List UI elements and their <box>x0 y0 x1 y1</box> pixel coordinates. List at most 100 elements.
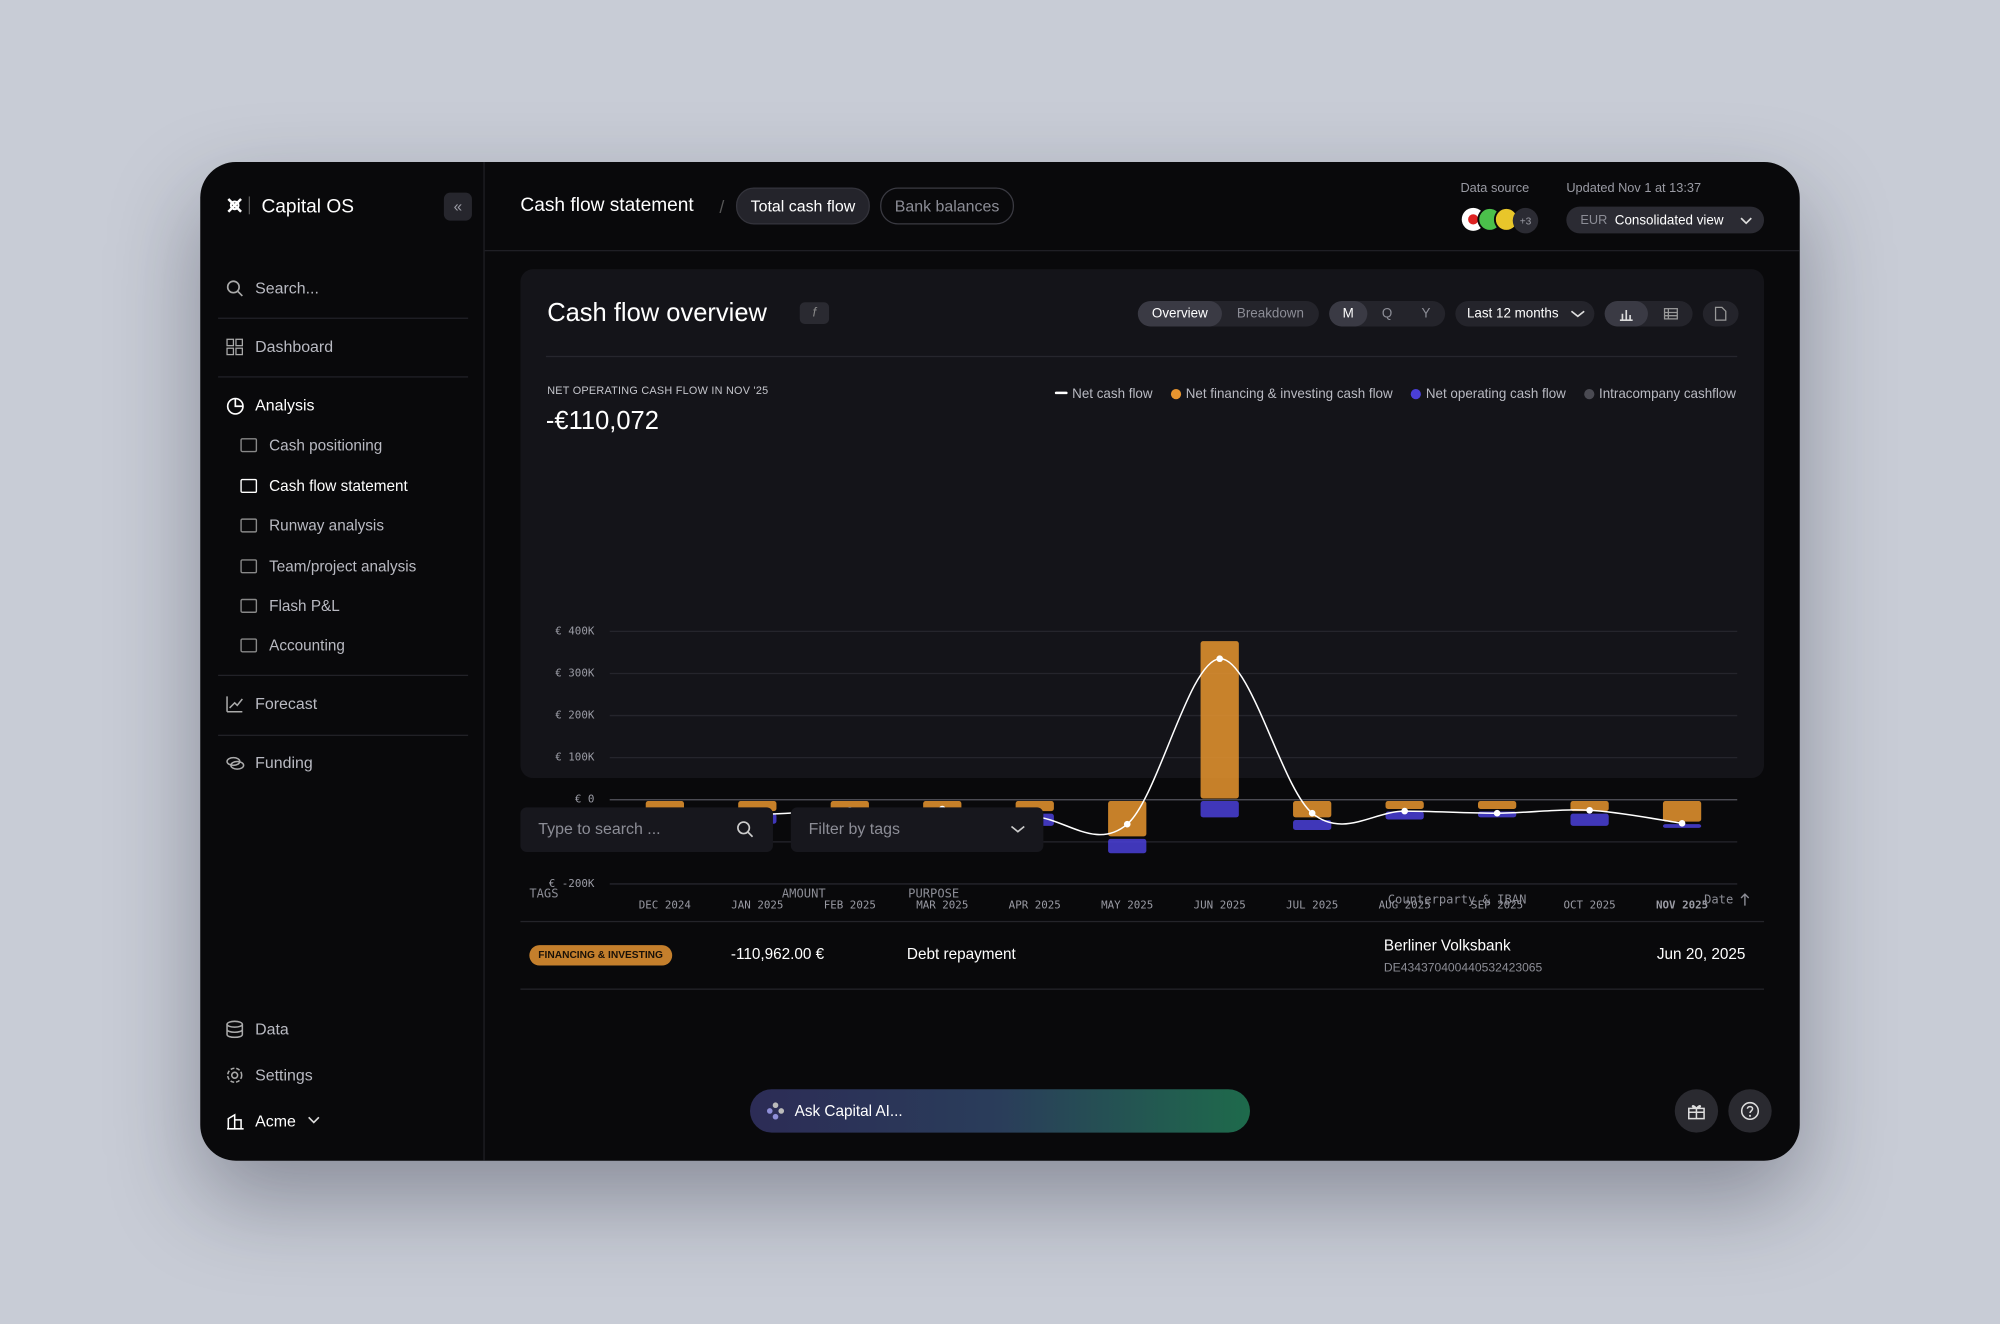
nav-subitem[interactable]: Runway analysis <box>269 516 384 535</box>
nav-subitem[interactable]: Team/project analysis <box>269 557 417 576</box>
iban: DE434370400440532423065 <box>1383 961 1543 976</box>
bar <box>1385 801 1424 809</box>
y-tick-label: € 400K <box>555 624 595 637</box>
counterparty: Berliner Volksbank <box>1383 936 1511 955</box>
nav-subitem[interactable]: Flash P&L <box>269 596 340 615</box>
view-selector[interactable] <box>1566 206 1765 234</box>
toggle-overview[interactable]: Overview <box>1137 301 1222 327</box>
column-header: Counterparty & IBAN <box>1387 893 1527 908</box>
legend-item[interactable]: Net operating cash flow <box>1410 386 1566 402</box>
range-selector[interactable]: Last 12 months <box>1455 301 1595 327</box>
ask-ai-bar[interactable] <box>749 1089 1250 1133</box>
amount: -110,962.00 € <box>730 945 825 964</box>
x-tick-label: JAN 2025 <box>731 899 783 912</box>
legend-label: Net financing & investing cash flow <box>1185 386 1393 402</box>
collapse-button[interactable]: « <box>443 192 472 221</box>
legend-swatch <box>1054 391 1068 395</box>
table-search-icon <box>737 821 754 838</box>
bar <box>1293 801 1332 818</box>
sort-arrow <box>1740 893 1750 906</box>
x-tick-label: FEB 2025 <box>824 899 876 912</box>
nav-data[interactable]: Data <box>255 1020 289 1039</box>
line-point <box>1678 819 1686 827</box>
period-m[interactable]: M <box>1329 301 1368 327</box>
view-chevron <box>1740 217 1752 225</box>
sidebar-search[interactable]: Search... <box>255 279 319 298</box>
x-tick-label: MAY 2025 <box>1101 899 1153 912</box>
page-title: Cash flow statement <box>520 194 694 217</box>
legend-item[interactable]: Intracompany cashflow <box>1583 386 1736 402</box>
row-divider <box>520 920 1765 923</box>
funding-icon <box>226 756 245 770</box>
settings-icon <box>226 1067 243 1084</box>
separator <box>218 734 469 736</box>
period-toggle: M Q Y <box>1329 301 1446 327</box>
separator <box>218 376 469 378</box>
nav-subitem[interactable]: Accounting <box>269 636 345 655</box>
search-placeholder: Type to search ... <box>538 820 661 839</box>
x-tick-label: OCT 2025 <box>1564 899 1616 912</box>
nav-funding[interactable]: Funding <box>255 753 313 772</box>
filter-chevron <box>1010 825 1025 833</box>
purpose: Debt repayment <box>906 945 1016 964</box>
legend-item[interactable]: Net cash flow <box>1054 386 1153 402</box>
chart: € -200K€ -100K€ 0€ 100K€ 200K€ 300K€ 400… <box>549 624 1738 912</box>
view-name: Consolidated view <box>1614 213 1724 229</box>
nav-settings[interactable]: Settings <box>255 1066 313 1085</box>
legend-item[interactable]: Net financing & investing cash flow <box>1170 386 1393 402</box>
help-button[interactable] <box>1728 1089 1772 1133</box>
nav-subitem-icon <box>240 438 258 453</box>
nav-subitem[interactable]: Cash flow statement <box>269 477 408 495</box>
bar-icon <box>1619 309 1633 321</box>
export-icon <box>1714 306 1727 321</box>
column-header[interactable]: Date <box>1704 893 1734 908</box>
nav-subitem-icon <box>240 559 258 574</box>
gift-button[interactable] <box>1674 1089 1719 1133</box>
bar <box>1570 801 1609 812</box>
formula-icon[interactable]: f <box>799 302 830 324</box>
view-toggle: Overview Breakdown <box>1137 301 1319 327</box>
export-button[interactable] <box>1702 301 1739 327</box>
column-header: PURPOSE <box>908 887 960 902</box>
org-name[interactable]: Acme <box>255 1112 296 1131</box>
chart-icon[interactable] <box>1604 301 1648 327</box>
nav-dashboard[interactable]: Dashboard <box>255 338 334 356</box>
gift-icon <box>1688 1105 1705 1120</box>
nav-analysis[interactable]: Analysis <box>255 396 315 415</box>
legend-label: Net cash flow <box>1072 386 1153 402</box>
legend-label: Net operating cash flow <box>1425 386 1566 402</box>
kpi-value: -€110,072 <box>545 407 659 436</box>
ask-ai-prompt: Ask Capital AI... <box>794 1102 903 1120</box>
nav-subitem[interactable]: Cash positioning <box>269 436 383 455</box>
data-source-label: Data source <box>1460 181 1530 196</box>
app-name: Capital OS <box>261 195 355 218</box>
column-header: AMOUNT <box>781 887 826 902</box>
logo-divider <box>248 196 250 215</box>
chart-type-toggle <box>1604 301 1693 327</box>
table-search[interactable] <box>520 807 773 853</box>
nav-subitem-icon <box>240 478 258 494</box>
org-chevron <box>308 1116 320 1124</box>
bar <box>1108 801 1147 837</box>
period-q[interactable]: Q <box>1381 306 1393 322</box>
row-divider <box>520 988 1765 990</box>
legend-swatch <box>1170 389 1181 400</box>
toggle-breakdown[interactable]: Breakdown <box>1236 306 1304 322</box>
y-tick-label: € 300K <box>555 666 595 679</box>
period-y[interactable]: Y <box>1421 306 1431 322</box>
x-tick-label: DEC 2024 <box>639 899 691 912</box>
tab[interactable]: Bank balances <box>880 187 1015 225</box>
tag-filter[interactable] <box>790 807 1044 853</box>
tab-active[interactable]: Total cash flow <box>735 187 870 225</box>
nav-forecast[interactable]: Forecast <box>255 695 318 714</box>
legend-swatch <box>1410 389 1421 400</box>
search-icon <box>226 280 243 297</box>
table-icon[interactable] <box>1648 301 1693 327</box>
org-icon <box>227 1113 244 1130</box>
data-source-more[interactable]: +3 <box>1512 207 1539 234</box>
logo <box>227 198 242 213</box>
help-icon <box>1740 1101 1760 1121</box>
table-glyph <box>1663 308 1678 320</box>
